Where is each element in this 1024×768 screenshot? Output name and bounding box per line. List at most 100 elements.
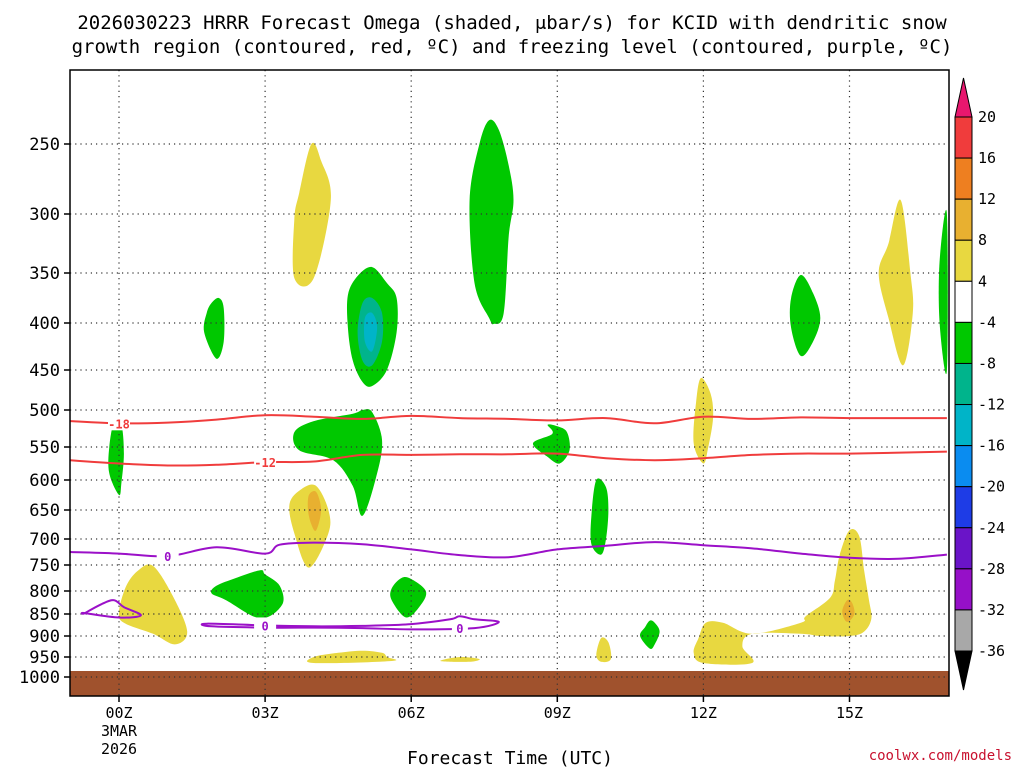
colorbar-swatch-8 — [954, 445, 973, 488]
omega-region-7 — [878, 199, 914, 366]
colorbar-label-3: 8 — [978, 231, 987, 249]
omega-region-14 — [307, 490, 322, 531]
ytick-label-450: 450 — [29, 361, 60, 381]
colorbar-label-12: -32 — [978, 601, 1005, 619]
freezing-contour-2 — [200, 615, 500, 631]
colorbar-label-5: -4 — [978, 313, 996, 331]
x-axis-ticks: 00Z 03Z 06Z 09Z 12Z 15Z — [105, 696, 863, 722]
plot-frame — [69, 69, 950, 697]
freezing-contour-extra-label: 0 — [456, 622, 463, 636]
dgz-contour-0 — [70, 414, 947, 425]
colorbar-label-10: -24 — [978, 519, 1005, 537]
freezing-contour-2-label-bg — [254, 617, 277, 633]
x-axis-label: Forecast Time (UTC) — [407, 748, 613, 768]
contour-lines: -18 -12 0 0 0 — [70, 414, 947, 636]
colorbar-label-1: 16 — [978, 149, 996, 167]
omega-region-6 — [789, 274, 821, 357]
omega-region-8 — [938, 209, 948, 375]
ytick-label-250: 250 — [29, 135, 60, 155]
grid-lines — [70, 70, 949, 696]
xtick-label-12Z: 12Z — [690, 704, 717, 722]
plot-area — [70, 119, 949, 696]
xtick-label-03Z: 03Z — [252, 704, 279, 722]
dgz-contour-1-label: -12 — [254, 456, 276, 470]
ytick-label-500: 500 — [29, 401, 60, 421]
chart-title-line1: 2026030223 HRRR Forecast Omega (shaded, … — [77, 12, 947, 34]
colorbar-swatch-1 — [954, 157, 973, 200]
colorbar-label-0: 20 — [978, 108, 996, 126]
colorbar: 20 16 12 8 4 -4 -8 -12 -16 -20 -24 -28 -32 -36 — [954, 77, 1005, 691]
ytick-label-650: 650 — [29, 501, 60, 521]
ytick-label-400: 400 — [29, 314, 60, 334]
omega-region-0 — [469, 119, 514, 325]
colorbar-swatch-9 — [954, 486, 973, 529]
ytick-label-750: 750 — [29, 556, 60, 576]
omega-region-10 — [108, 419, 124, 496]
colorbar-swatch-6 — [954, 362, 973, 406]
colorbar-label-9: -20 — [978, 478, 1005, 496]
ytick-label-1000: 1000 — [19, 668, 60, 688]
freezing-contour-extra-label-bg — [451, 620, 468, 636]
ytick-label-800: 800 — [29, 582, 60, 602]
freezing-contour-0-label-bg — [156, 548, 179, 564]
ytick-label-600: 600 — [29, 471, 60, 491]
ytick-label-300: 300 — [29, 205, 60, 225]
colorbar-label-4: 4 — [978, 272, 987, 290]
colorbar-swatch-4 — [954, 280, 973, 323]
dgz-contour-1-label-bg — [254, 454, 277, 470]
xtick-label-15Z: 15Z — [836, 704, 863, 722]
omega-region-15 — [590, 478, 609, 555]
dgz-contour-0-label: -18 — [108, 417, 130, 431]
freezing-contour-2-label: 0 — [261, 619, 268, 633]
colorbar-swatch-7 — [954, 404, 973, 447]
colorbar-swatch-11 — [954, 568, 973, 611]
omega-region-24 — [440, 656, 480, 662]
ytick-label-350: 350 — [29, 264, 60, 284]
colorbar-swatch-10 — [954, 527, 973, 570]
omega-region-9 — [293, 409, 383, 516]
omega-region-17 — [842, 599, 855, 622]
date-label-year: 2026 — [101, 740, 137, 758]
freezing-contour-1 — [80, 599, 142, 619]
credit-text[interactable]: coolwx.com/models — [869, 748, 1012, 764]
omega-region-22 — [596, 637, 612, 663]
colorbar-top-arrow — [954, 77, 973, 118]
omega-region-12 — [693, 377, 714, 464]
freezing-contour-0-label: 0 — [164, 550, 171, 564]
ytick-label-900: 900 — [29, 627, 60, 647]
ytick-label-700: 700 — [29, 530, 60, 550]
chart-title-line2: growth region (contoured, red, ºC) and f… — [72, 36, 953, 58]
ytick-label-950: 950 — [29, 648, 60, 668]
surface-terrain — [70, 671, 949, 696]
colorbar-label-6: -8 — [978, 354, 996, 372]
colorbar-swatch-2 — [954, 198, 973, 241]
omega-region-16 — [693, 528, 872, 665]
colorbar-label-13: -36 — [978, 642, 1005, 660]
ytick-label-550: 550 — [29, 438, 60, 458]
xtick-label-06Z: 06Z — [398, 704, 425, 722]
colorbar-bottom-arrow — [954, 650, 973, 691]
omega-region-11 — [532, 424, 570, 464]
omega-region-20 — [118, 564, 188, 645]
colorbar-label-2: 12 — [978, 190, 996, 208]
colorbar-swatch-3 — [954, 239, 973, 282]
omega-region-19 — [390, 577, 427, 618]
colorbar-swatch-5 — [954, 321, 973, 364]
dgz-contour-0-label-bg — [108, 415, 130, 431]
xtick-label-09Z: 09Z — [544, 704, 571, 722]
colorbar-label-8: -16 — [978, 437, 1005, 455]
colorbar-swatch-0 — [954, 116, 973, 159]
colorbar-label-7: -12 — [978, 396, 1005, 414]
omega-region-21 — [639, 620, 660, 649]
date-label-day: 3MAR — [101, 722, 138, 740]
y-axis-ticks: 2503003504004505005506006507007508008509… — [19, 135, 70, 688]
colorbar-label-11: -28 — [978, 560, 1005, 578]
omega-region-1 — [292, 142, 331, 287]
omega-region-18 — [210, 570, 284, 619]
colorbar-swatch-12 — [954, 609, 973, 652]
omega-region-5 — [203, 297, 225, 359]
freezing-contour-0 — [70, 541, 947, 560]
omega-region-4 — [364, 312, 378, 352]
dgz-contour-1 — [70, 450, 947, 467]
